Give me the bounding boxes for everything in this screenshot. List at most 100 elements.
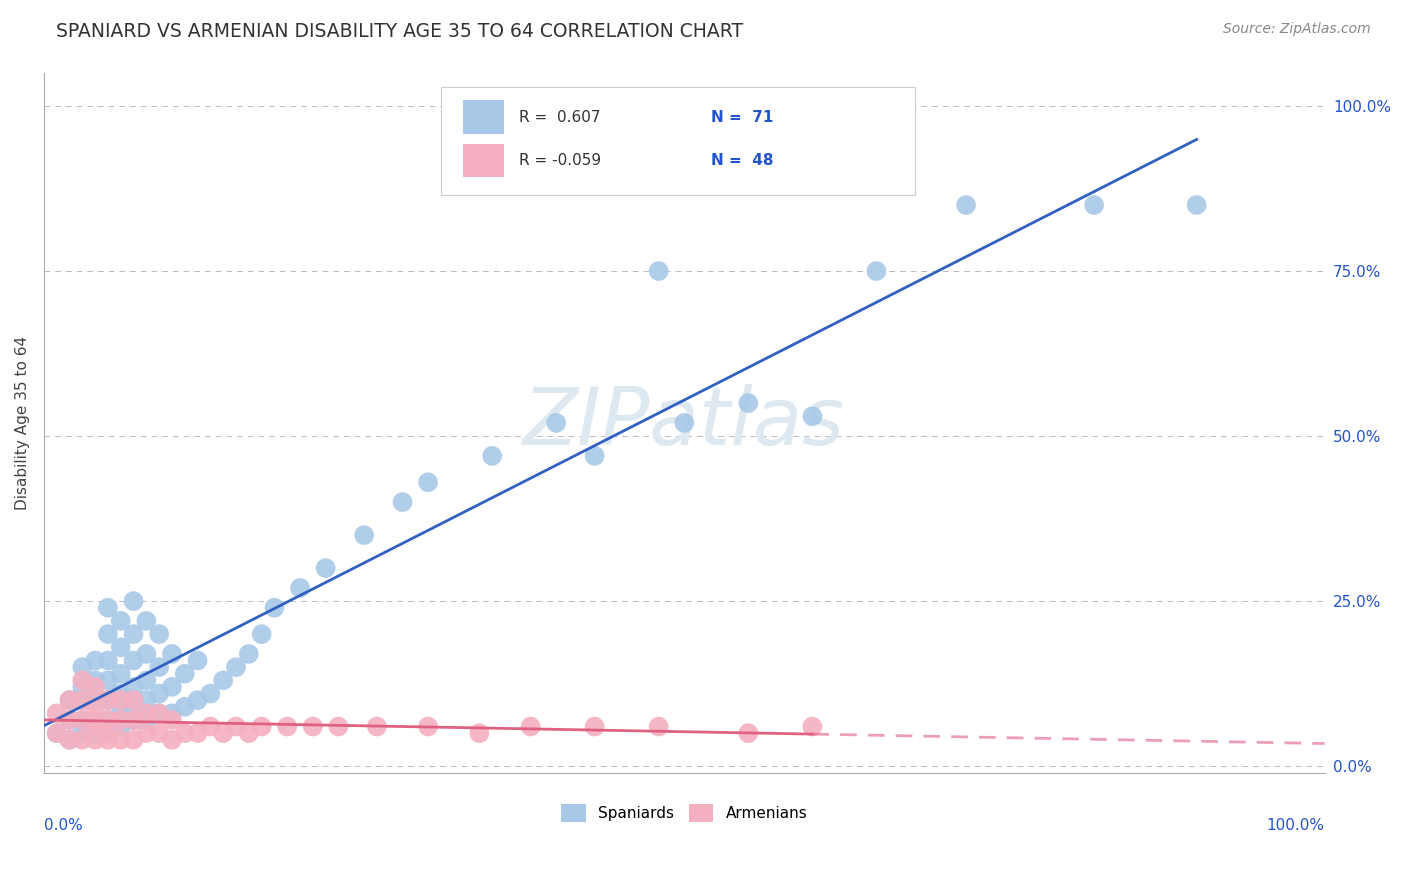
Text: N =  48: N = 48	[711, 153, 773, 168]
FancyBboxPatch shape	[463, 100, 503, 134]
Point	[366, 720, 388, 734]
Point	[148, 627, 170, 641]
Point	[250, 720, 273, 734]
Point	[72, 673, 94, 688]
Point	[97, 600, 120, 615]
Point	[72, 680, 94, 694]
Point	[97, 693, 120, 707]
Point	[148, 687, 170, 701]
Point	[135, 614, 157, 628]
Point	[263, 600, 285, 615]
Point	[97, 726, 120, 740]
Point	[84, 713, 107, 727]
Point	[353, 528, 375, 542]
Text: N =  71: N = 71	[711, 110, 773, 125]
Point	[187, 693, 209, 707]
Text: 100.0%: 100.0%	[1267, 818, 1324, 833]
Point	[135, 693, 157, 707]
Point	[58, 713, 80, 727]
FancyBboxPatch shape	[441, 87, 915, 195]
Point	[328, 720, 350, 734]
Point	[122, 693, 145, 707]
Text: R = -0.059: R = -0.059	[519, 153, 602, 168]
Point	[160, 706, 183, 721]
Point	[72, 732, 94, 747]
Point	[865, 264, 887, 278]
Point	[84, 713, 107, 727]
Point	[84, 726, 107, 740]
Point	[58, 693, 80, 707]
Text: ZIPatlas: ZIPatlas	[523, 384, 845, 462]
Point	[110, 614, 132, 628]
Point	[546, 416, 568, 430]
Point	[200, 687, 222, 701]
Point	[391, 495, 413, 509]
Y-axis label: Disability Age 35 to 64: Disability Age 35 to 64	[15, 335, 30, 510]
Point	[801, 720, 824, 734]
Point	[110, 640, 132, 655]
Point	[84, 654, 107, 668]
Point	[72, 713, 94, 727]
Point	[250, 627, 273, 641]
Text: Source: ZipAtlas.com: Source: ZipAtlas.com	[1223, 22, 1371, 37]
Point	[122, 654, 145, 668]
Point	[148, 706, 170, 721]
Point	[302, 720, 325, 734]
Text: SPANIARD VS ARMENIAN DISABILITY AGE 35 TO 64 CORRELATION CHART: SPANIARD VS ARMENIAN DISABILITY AGE 35 T…	[56, 22, 744, 41]
Point	[110, 720, 132, 734]
Point	[173, 699, 195, 714]
Point	[135, 726, 157, 740]
Point	[276, 720, 298, 734]
Point	[1185, 198, 1208, 212]
Point	[72, 660, 94, 674]
Point	[135, 706, 157, 721]
Point	[148, 726, 170, 740]
Point	[72, 713, 94, 727]
Point	[160, 732, 183, 747]
Point	[238, 647, 260, 661]
Point	[58, 713, 80, 727]
Point	[135, 647, 157, 661]
Point	[84, 732, 107, 747]
Point	[148, 660, 170, 674]
Point	[72, 693, 94, 707]
Point	[315, 561, 337, 575]
Point	[225, 720, 247, 734]
Point	[468, 726, 491, 740]
Point	[583, 449, 606, 463]
Point	[160, 680, 183, 694]
Point	[187, 654, 209, 668]
Point	[97, 732, 120, 747]
Point	[72, 726, 94, 740]
Point	[173, 666, 195, 681]
Point	[110, 687, 132, 701]
Point	[135, 713, 157, 727]
Point	[212, 726, 235, 740]
Point	[225, 660, 247, 674]
Point	[955, 198, 977, 212]
Point	[97, 713, 120, 727]
Point	[737, 396, 759, 410]
Point	[97, 693, 120, 707]
Point	[122, 699, 145, 714]
Point	[58, 693, 80, 707]
FancyBboxPatch shape	[463, 144, 503, 178]
Point	[122, 713, 145, 727]
Point	[58, 732, 80, 747]
Text: R =  0.607: R = 0.607	[519, 110, 600, 125]
Point	[481, 449, 503, 463]
Point	[110, 732, 132, 747]
Point	[647, 264, 669, 278]
Point	[122, 713, 145, 727]
Point	[673, 416, 696, 430]
Text: 0.0%: 0.0%	[44, 818, 83, 833]
Point	[416, 720, 439, 734]
Point	[122, 594, 145, 608]
Point	[122, 732, 145, 747]
Point	[72, 693, 94, 707]
Point	[212, 673, 235, 688]
Point	[45, 726, 67, 740]
Point	[84, 699, 107, 714]
Point	[583, 720, 606, 734]
Point	[801, 409, 824, 424]
